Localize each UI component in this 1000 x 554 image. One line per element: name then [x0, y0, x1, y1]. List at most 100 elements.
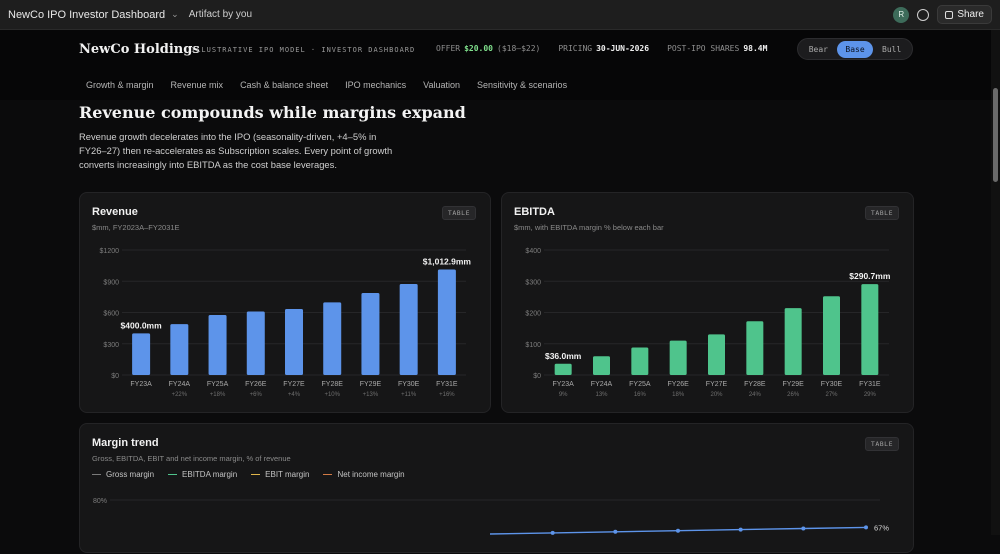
brand-name: NewCo Holdings	[79, 42, 200, 57]
revenue-ytick: $600	[103, 311, 119, 318]
tab-growth-margin[interactable]: Growth & margin	[86, 80, 154, 90]
share-button[interactable]: Share	[937, 5, 992, 24]
ebitda-xtick: FY30E	[821, 381, 843, 388]
tab-sensitivity-scenarios[interactable]: Sensitivity & scenarios	[477, 80, 568, 90]
ebitda-xtick: FY24A	[591, 381, 613, 388]
tab-ipo-mechanics[interactable]: IPO mechanics	[345, 80, 407, 90]
gross-margin-point[interactable]	[676, 528, 680, 533]
gross-margin-point[interactable]	[613, 529, 618, 534]
margin-chart: 80% 67%	[93, 498, 889, 535]
ebitda-value-label: $36.0mm	[545, 351, 582, 361]
ebitda-sublabel: 20%	[710, 392, 723, 398]
section-tabs: Growth & margin Revenue mix Cash & balan…	[86, 80, 567, 90]
revenue-xtick: FY31E	[436, 381, 458, 388]
legend-ebit-margin[interactable]: EBIT margin	[251, 470, 309, 479]
ebitda-table-toggle[interactable]: TABLE	[864, 206, 899, 220]
scrollbar-thumb[interactable]	[993, 88, 998, 182]
chevron-down-icon[interactable]: ⌄	[171, 9, 179, 19]
ebitda-bar[interactable]	[823, 296, 840, 375]
ebitda-bar[interactable]	[669, 340, 687, 375]
shares-value: 98.4M	[743, 44, 768, 53]
ebitda-ytick: $200	[525, 311, 541, 318]
gross-margin-point[interactable]	[864, 525, 868, 530]
legend-ebitda-margin[interactable]: EBITDA margin	[168, 470, 237, 479]
ebitda-xtick: FY28E	[744, 381, 766, 388]
tab-valuation[interactable]: Valuation	[423, 80, 461, 90]
revenue-chart: $0 $300 $600 $900 $1200 FY23A FY24A +22% FY25A +1…	[100, 248, 472, 398]
revenue-bar[interactable]	[170, 324, 189, 375]
revenue-card: Revenue $mm, FY2023A–FY2031E TABLE $0 $30…	[79, 192, 491, 413]
revenue-xtick: FY26E	[245, 381, 267, 388]
ebitda-bar[interactable]	[746, 321, 764, 375]
revenue-title: Revenue	[92, 206, 138, 218]
margin-ytick: 80%	[93, 498, 107, 505]
revenue-xtick: FY24A	[169, 381, 191, 388]
revenue-table-toggle[interactable]: TABLE	[441, 206, 476, 220]
offer-value: $20.00	[464, 44, 493, 53]
ebitda-bar[interactable]	[861, 284, 879, 375]
ebitda-bar[interactable]	[593, 356, 610, 375]
lock-icon	[945, 10, 954, 19]
ebitda-ytick: $0	[533, 373, 541, 380]
revenue-sublabel: +13%	[363, 392, 379, 398]
revenue-bar[interactable]	[132, 333, 151, 375]
revenue-xtick: FY23A	[130, 381, 152, 388]
ebitda-bar[interactable]	[784, 308, 802, 375]
revenue-value-label: $400.0mm	[121, 320, 163, 330]
offer-label: OFFER	[436, 44, 461, 53]
ebitda-chart: $0 $100 $200 $300 $400 FY23A 9% FY24A 13% FY25A 16…	[525, 248, 890, 398]
margin-legend: Gross margin EBITDA margin EBIT margin N…	[92, 470, 405, 479]
avatar[interactable]: R	[893, 6, 910, 23]
artifact-label: Artifact by you	[188, 9, 253, 20]
legend-gross-margin[interactable]: Gross margin	[92, 470, 154, 479]
revenue-bar[interactable]	[208, 315, 227, 375]
ebitda-sublabel: 18%	[672, 392, 685, 398]
ebitda-xtick: FY31E	[859, 381, 881, 388]
ebitda-bar[interactable]	[554, 363, 572, 375]
ebitda-ytick: $100	[525, 342, 541, 349]
ebitda-sublabel: 13%	[595, 392, 608, 398]
ebitda-subtitle: $mm, with EBITDA margin % below each bar	[514, 223, 664, 232]
ebitda-bar[interactable]	[708, 334, 725, 375]
revenue-sublabel: +18%	[210, 392, 226, 398]
scenario-bear-button[interactable]: Bear	[808, 44, 828, 54]
app-title[interactable]: NewCo IPO Investor Dashboard	[8, 8, 166, 21]
ebitda-sublabel: 27%	[825, 392, 838, 398]
tab-revenue-mix[interactable]: Revenue mix	[170, 80, 224, 90]
tab-cash-balance-sheet[interactable]: Cash & balance sheet	[240, 80, 329, 90]
ebitda-title: EBITDA	[514, 206, 555, 218]
scenario-base-button[interactable]: Base	[836, 40, 874, 58]
ebitda-card: EBITDA $mm, with EBITDA margin % below e…	[501, 192, 914, 413]
margin-subtitle: Gross, EBITDA, EBIT and net income margi…	[92, 454, 291, 463]
dashboard-header: NewCo Holdings ILLUSTRATIVE IPO MODEL · …	[0, 30, 991, 100]
revenue-sublabel: +10%	[324, 392, 340, 398]
revenue-xtick: FY30E	[398, 381, 420, 388]
section-body: Revenue growth decelerates into the IPO …	[79, 131, 393, 170]
revenue-xtick: FY29E	[360, 381, 382, 388]
revenue-bar[interactable]	[323, 302, 342, 375]
gross-margin-point[interactable]	[550, 530, 555, 535]
ebitda-ytick: $300	[525, 279, 541, 286]
revenue-bar[interactable]	[285, 308, 303, 375]
revenue-ytick: $900	[103, 279, 119, 286]
revenue-bar[interactable]	[437, 269, 456, 375]
ebitda-xtick: FY27E	[706, 381, 728, 388]
revenue-bar[interactable]	[246, 311, 265, 375]
revenue-bar[interactable]	[361, 293, 380, 375]
chat-icon[interactable]	[917, 8, 930, 21]
ebitda-ytick: $400	[525, 248, 541, 255]
offer-stats: OFFER $20.00 ($18–$22) PRICING 30-JUN-20…	[436, 44, 767, 53]
ebitda-bar[interactable]	[631, 347, 649, 376]
margin-table-toggle[interactable]: TABLE	[864, 437, 899, 451]
gross-margin-point[interactable]	[738, 527, 743, 532]
page-scrollbar[interactable]	[991, 30, 1000, 535]
revenue-bar[interactable]	[399, 283, 418, 375]
ebitda-xtick: FY29E	[782, 381, 804, 388]
revenue-ytick: $300	[103, 342, 119, 349]
gross-margin-point[interactable]	[801, 526, 806, 531]
legend-net-income-margin[interactable]: Net income margin	[323, 470, 405, 479]
margin-title: Margin trend	[92, 437, 159, 449]
pricing-value: 30-JUN-2026	[596, 44, 650, 53]
scenario-bull-button[interactable]: Bull	[882, 44, 902, 54]
ebitda-sublabel: 29%	[864, 392, 877, 398]
